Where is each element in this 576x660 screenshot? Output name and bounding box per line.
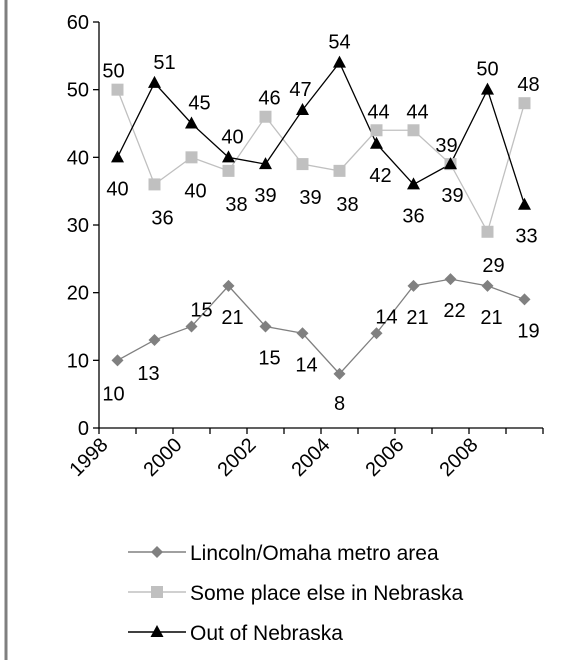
- data-label: 51: [153, 52, 175, 74]
- data-point-3: [185, 320, 198, 333]
- data-point-4: [222, 150, 235, 163]
- data-label: 45: [188, 93, 210, 115]
- data-point-1: [111, 150, 124, 163]
- y-tick-label: 0: [78, 418, 89, 440]
- data-label: 21: [406, 307, 428, 329]
- data-label: 46: [258, 88, 280, 110]
- data-label: 42: [369, 165, 391, 187]
- series-line-3: [116, 61, 526, 205]
- data-point-11: [481, 225, 494, 238]
- x-tick-label: 2000: [140, 434, 187, 481]
- data-label: 39: [254, 185, 276, 207]
- data-point-10: [444, 157, 457, 170]
- data-label: 21: [221, 307, 243, 329]
- data-label: 50: [476, 59, 498, 81]
- data-point-12: [518, 293, 531, 306]
- data-label: 38: [336, 194, 358, 216]
- x-tick-label: 2006: [362, 434, 409, 481]
- data-point-11: [481, 279, 494, 292]
- y-tick-label: 40: [67, 147, 89, 169]
- data-point-2: [148, 178, 161, 191]
- data-label: 14: [375, 306, 397, 328]
- y-tick-label: 30: [67, 215, 89, 237]
- legend-entry-3: Out of Nebraska: [190, 622, 343, 645]
- legend-marker-1: [151, 546, 163, 558]
- data-point-4: [222, 164, 235, 177]
- data-label: 50: [102, 61, 124, 83]
- data-point-9: [407, 279, 420, 292]
- data-point-8: [370, 327, 383, 340]
- data-point-5: [259, 320, 272, 333]
- data-label: 15: [190, 300, 212, 322]
- data-label: 36: [402, 205, 424, 227]
- data-label: 36: [151, 207, 173, 229]
- data-label: 44: [367, 101, 389, 123]
- data-point-9: [407, 177, 420, 190]
- data-point-12: [518, 97, 531, 110]
- data-point-6: [296, 327, 309, 340]
- data-label: 39: [435, 135, 457, 157]
- data-label: 54: [328, 32, 350, 54]
- data-label: 21: [480, 307, 502, 329]
- data-label: 40: [221, 126, 243, 148]
- x-tick-label: 2004: [288, 434, 335, 481]
- data-point-2: [148, 334, 161, 347]
- data-point-3: [185, 116, 198, 129]
- data-point-9: [407, 124, 420, 137]
- legend-entry-2: Some place else in Nebraska: [190, 582, 463, 605]
- data-point-10: [444, 273, 457, 286]
- data-label: 8: [334, 393, 345, 415]
- series-markers: [111, 55, 531, 380]
- legend-marker-3: [150, 625, 164, 637]
- data-label: 47: [289, 79, 311, 101]
- data-point-4: [222, 279, 235, 292]
- data-label: 10: [102, 383, 124, 405]
- data-point-8: [370, 124, 383, 137]
- data-point-12: [518, 197, 531, 210]
- x-tick-label: 1998: [66, 434, 113, 481]
- legend-marker-2: [151, 586, 163, 598]
- data-point-1: [111, 83, 124, 96]
- x-tick-label: 2002: [214, 434, 261, 481]
- y-tick-label: 20: [67, 283, 89, 305]
- y-tick-label: 60: [67, 12, 89, 34]
- data-label: 22: [443, 300, 465, 322]
- legend: Lincoln/Omaha metro area Some place else …: [128, 542, 463, 645]
- data-point-7: [333, 164, 346, 177]
- series-line-2: [116, 89, 526, 234]
- data-label: 40: [106, 178, 128, 200]
- data-point-6: [296, 102, 309, 115]
- data-point-7: [333, 55, 346, 68]
- x-tick-label: 2008: [436, 434, 483, 481]
- y-tick-label: 50: [67, 80, 89, 102]
- data-point-6: [296, 158, 309, 171]
- data-point-3: [185, 151, 198, 164]
- data-point-11: [481, 82, 494, 95]
- data-point-1: [111, 354, 124, 367]
- series-lines: [116, 61, 526, 375]
- data-label: 14: [295, 354, 317, 376]
- data-label: 33: [515, 226, 537, 248]
- data-label: 44: [406, 101, 428, 123]
- data-label: 38: [225, 194, 247, 216]
- data-labels: 10 13 15 21 15 14 8 14 21 22 21 19 50 36 40 38 46 39 38 44 4…: [102, 32, 539, 415]
- data-label: 39: [299, 187, 321, 209]
- data-label: 29: [482, 255, 504, 277]
- data-label: 13: [137, 363, 159, 385]
- data-label: 19: [517, 320, 539, 342]
- data-point-5: [259, 110, 272, 123]
- data-label: 48: [517, 74, 539, 96]
- data-point-2: [148, 75, 161, 88]
- y-tick-label: 10: [67, 350, 89, 372]
- data-label: 39: [441, 185, 463, 207]
- data-point-7: [333, 367, 346, 380]
- series-line-1: [117, 278, 525, 375]
- legend-entry-1: Lincoln/Omaha metro area: [190, 542, 439, 565]
- data-point-5: [259, 157, 272, 170]
- data-label: 15: [258, 348, 280, 370]
- data-point-8: [370, 136, 383, 149]
- data-label: 40: [184, 180, 206, 202]
